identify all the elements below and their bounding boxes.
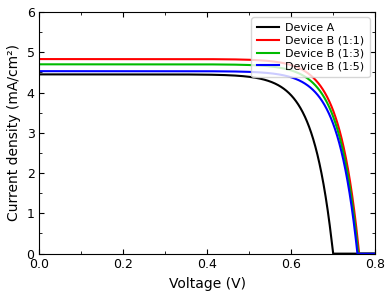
Device B (1:1) bbox=[204, 58, 209, 61]
Device B (1:5) bbox=[381, 252, 386, 255]
Device B (1:1) bbox=[371, 252, 376, 255]
Device A bbox=[308, 128, 313, 132]
Device B (1:3) bbox=[308, 79, 313, 82]
Device B (1:3) bbox=[195, 63, 200, 66]
Line: Device B (1:5): Device B (1:5) bbox=[39, 71, 383, 254]
Device B (1:3) bbox=[204, 63, 209, 66]
Device B (1:3) bbox=[371, 252, 376, 255]
Device B (1:1) bbox=[54, 57, 59, 61]
Device B (1:1) bbox=[381, 252, 386, 255]
Device B (1:1) bbox=[357, 252, 361, 255]
Line: Device A: Device A bbox=[39, 74, 383, 254]
Legend: Device A, Device B (1:1), Device B (1:3), Device B (1:5): Device A, Device B (1:1), Device B (1:3)… bbox=[252, 18, 370, 77]
Device A bbox=[204, 73, 209, 77]
Device A bbox=[54, 73, 59, 76]
Device B (1:3) bbox=[37, 63, 42, 66]
Device B (1:3) bbox=[371, 252, 376, 255]
Device A bbox=[371, 252, 376, 255]
Device A bbox=[37, 73, 42, 76]
Device A bbox=[195, 73, 200, 76]
Device B (1:3) bbox=[381, 252, 386, 255]
Device B (1:5) bbox=[54, 69, 59, 73]
Y-axis label: Current density (mA/cm²): Current density (mA/cm²) bbox=[7, 44, 21, 221]
X-axis label: Voltage (V): Voltage (V) bbox=[169, 277, 246, 291]
Device B (1:1) bbox=[37, 57, 42, 61]
Device A bbox=[381, 252, 386, 255]
Device B (1:3) bbox=[54, 63, 59, 66]
Device A bbox=[331, 252, 336, 255]
Device B (1:5) bbox=[371, 252, 376, 255]
Line: Device B (1:3): Device B (1:3) bbox=[39, 64, 383, 254]
Device B (1:5) bbox=[371, 252, 376, 255]
Device B (1:5) bbox=[355, 252, 360, 255]
Line: Device B (1:1): Device B (1:1) bbox=[39, 59, 383, 254]
Device B (1:5) bbox=[195, 69, 200, 73]
Device A bbox=[371, 252, 376, 255]
Device B (1:3) bbox=[356, 252, 361, 255]
Device B (1:5) bbox=[204, 69, 209, 73]
Device B (1:1) bbox=[308, 73, 313, 77]
Device B (1:1) bbox=[371, 252, 376, 255]
Device B (1:1) bbox=[195, 57, 200, 61]
Device B (1:5) bbox=[37, 69, 42, 73]
Device B (1:5) bbox=[308, 86, 313, 89]
